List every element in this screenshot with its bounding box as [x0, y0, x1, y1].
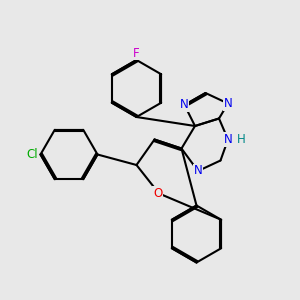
Text: H: H — [237, 133, 246, 146]
Text: N: N — [224, 133, 232, 146]
Text: Cl: Cl — [26, 148, 38, 161]
Text: N: N — [180, 98, 189, 112]
Text: N: N — [194, 164, 202, 178]
Text: F: F — [133, 47, 140, 60]
Text: O: O — [153, 187, 162, 200]
Text: N: N — [224, 97, 232, 110]
